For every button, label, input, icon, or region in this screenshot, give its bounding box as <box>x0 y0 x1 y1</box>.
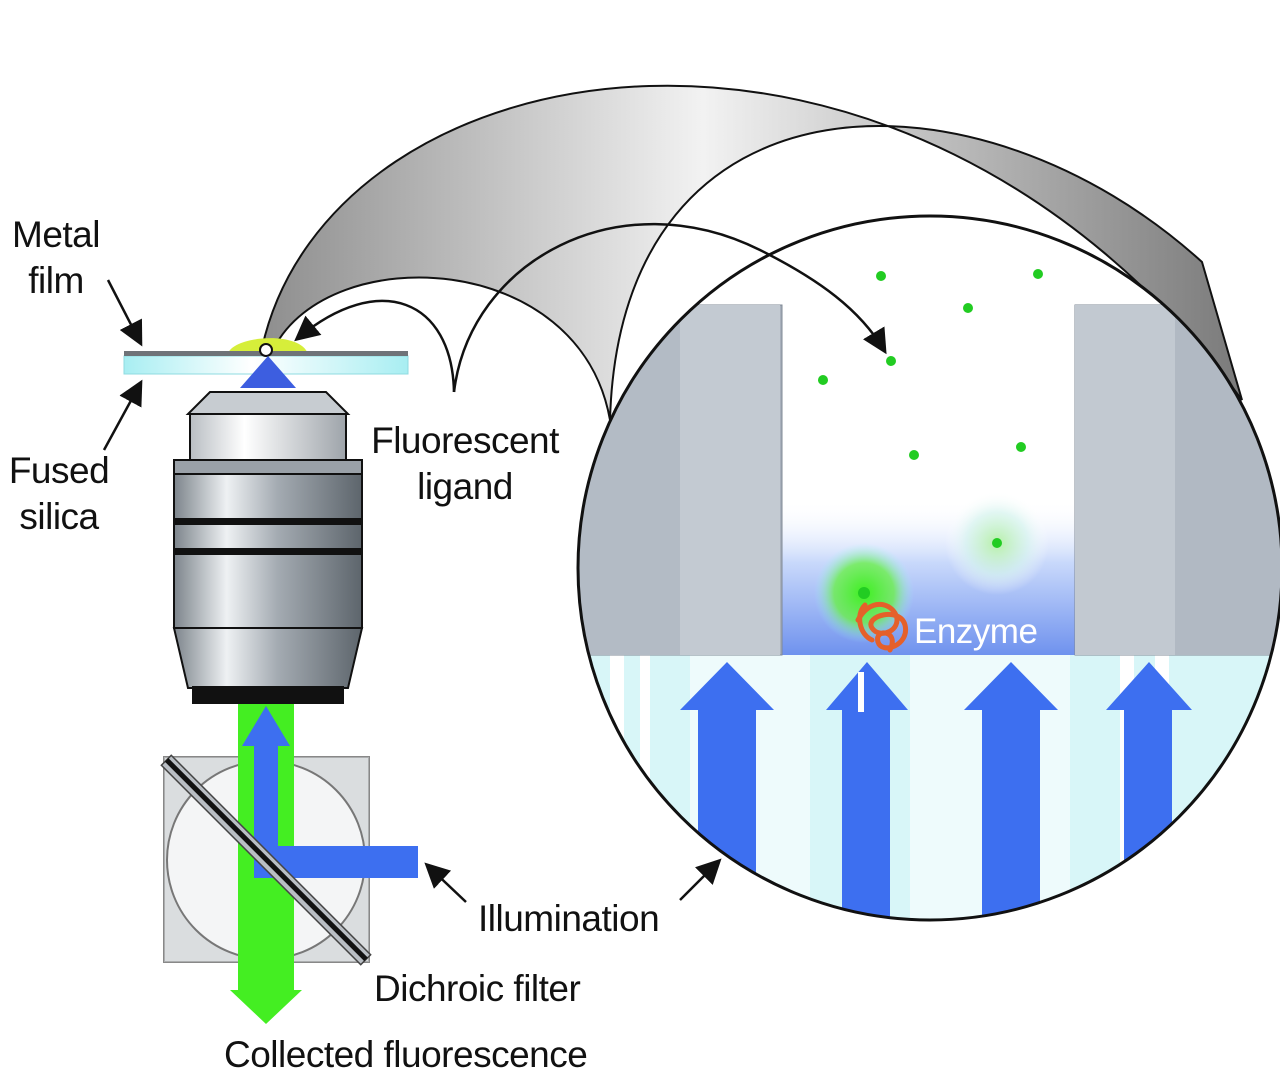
fused-silica-label: Fused silica <box>8 450 110 537</box>
excitation-cone <box>240 356 296 388</box>
illumination-label: Illumination <box>478 898 660 939</box>
illumination-arrow-right <box>679 858 722 901</box>
ligand-arrow-left <box>294 299 456 393</box>
leader-arrows <box>102 222 887 903</box>
magnified-view <box>578 216 1280 920</box>
ligand-arrow-right <box>452 222 887 393</box>
fluorescent-ligand-label: Fluorescent ligand <box>371 420 559 507</box>
dichroic-mirror <box>160 754 372 966</box>
metal-film-label: Metal film <box>12 214 100 301</box>
illumination-arrow-left <box>424 862 467 903</box>
enzyme-molecule <box>855 601 908 653</box>
metal-film-arrow <box>106 279 143 347</box>
ligand-molecules <box>818 269 1043 599</box>
magnification-tube <box>260 84 1243 421</box>
microscope-objective <box>172 391 364 704</box>
fused-silica-arrow <box>102 379 143 451</box>
enzyme-label: Enzyme <box>914 612 1038 651</box>
dichroic-filter-label: Dichroic filter <box>374 968 581 1009</box>
magnified-view-outline <box>576 214 1280 922</box>
collected-fluorescence-label: Collected fluorescence <box>224 1034 588 1075</box>
